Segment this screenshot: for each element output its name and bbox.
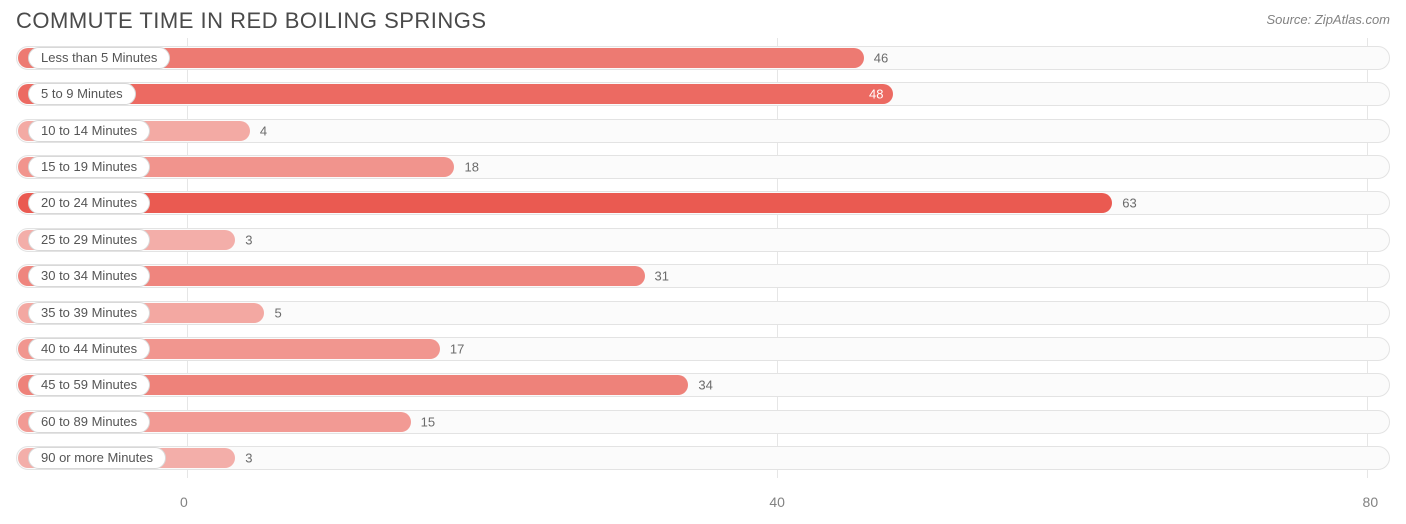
bar-row: 25 to 29 Minutes 3 <box>16 226 1390 254</box>
bars-container: Less than 5 Minutes 46 5 to 9 Minutes 48 10 … <box>16 44 1390 472</box>
bar-value: 46 <box>874 51 888 66</box>
category-pill: Less than 5 Minutes <box>28 47 170 69</box>
category-pill: 30 to 34 Minutes <box>28 265 150 287</box>
bar-row: 35 to 39 Minutes 5 <box>16 299 1390 327</box>
bar-value: 48 <box>869 87 883 102</box>
bar-row: 40 to 44 Minutes 17 <box>16 335 1390 363</box>
category-pill: 90 or more Minutes <box>28 447 166 469</box>
category-pill: 45 to 59 Minutes <box>28 374 150 396</box>
bar-fill <box>18 84 893 104</box>
bar-value: 4 <box>260 123 267 138</box>
bar-row: 60 to 89 Minutes 15 <box>16 408 1390 436</box>
category-pill: 15 to 19 Minutes <box>28 156 150 178</box>
category-pill: 25 to 29 Minutes <box>28 229 150 251</box>
bar-value: 34 <box>698 378 712 393</box>
bar-row: 20 to 24 Minutes 63 <box>16 189 1390 217</box>
bar-row: 90 or more Minutes 3 <box>16 444 1390 472</box>
bar-value: 3 <box>245 450 252 465</box>
bar-value: 18 <box>465 160 479 175</box>
bar-value: 5 <box>274 305 281 320</box>
bar-value: 63 <box>1122 196 1136 211</box>
category-pill: 20 to 24 Minutes <box>28 192 150 214</box>
axis-tick: 40 <box>769 494 785 510</box>
bar-value: 15 <box>421 414 435 429</box>
bar-value: 31 <box>655 269 669 284</box>
bar-row: 45 to 59 Minutes 34 <box>16 371 1390 399</box>
x-axis: 0 40 80 <box>6 494 1400 514</box>
axis-tick: 80 <box>1363 494 1379 510</box>
category-pill: 40 to 44 Minutes <box>28 338 150 360</box>
bar-row: 5 to 9 Minutes 48 <box>16 80 1390 108</box>
axis-tick: 0 <box>180 494 188 510</box>
plot-area: Less than 5 Minutes 46 5 to 9 Minutes 48 10 … <box>10 38 1396 478</box>
bar-row: Less than 5 Minutes 46 <box>16 44 1390 72</box>
category-pill: 10 to 14 Minutes <box>28 120 150 142</box>
header: COMMUTE TIME IN RED BOILING SPRINGS Sour… <box>10 8 1396 38</box>
bar-row: 15 to 19 Minutes 18 <box>16 153 1390 181</box>
chart-source: Source: ZipAtlas.com <box>1266 8 1390 27</box>
bar-row: 10 to 14 Minutes 4 <box>16 117 1390 145</box>
category-pill: 5 to 9 Minutes <box>28 83 136 105</box>
category-pill: 35 to 39 Minutes <box>28 302 150 324</box>
bar-value: 3 <box>245 232 252 247</box>
commute-time-chart: COMMUTE TIME IN RED BOILING SPRINGS Sour… <box>0 0 1406 524</box>
bar-fill <box>18 193 1112 213</box>
chart-title: COMMUTE TIME IN RED BOILING SPRINGS <box>16 8 487 34</box>
bar-row: 30 to 34 Minutes 31 <box>16 262 1390 290</box>
bar-value: 17 <box>450 341 464 356</box>
category-pill: 60 to 89 Minutes <box>28 411 150 433</box>
